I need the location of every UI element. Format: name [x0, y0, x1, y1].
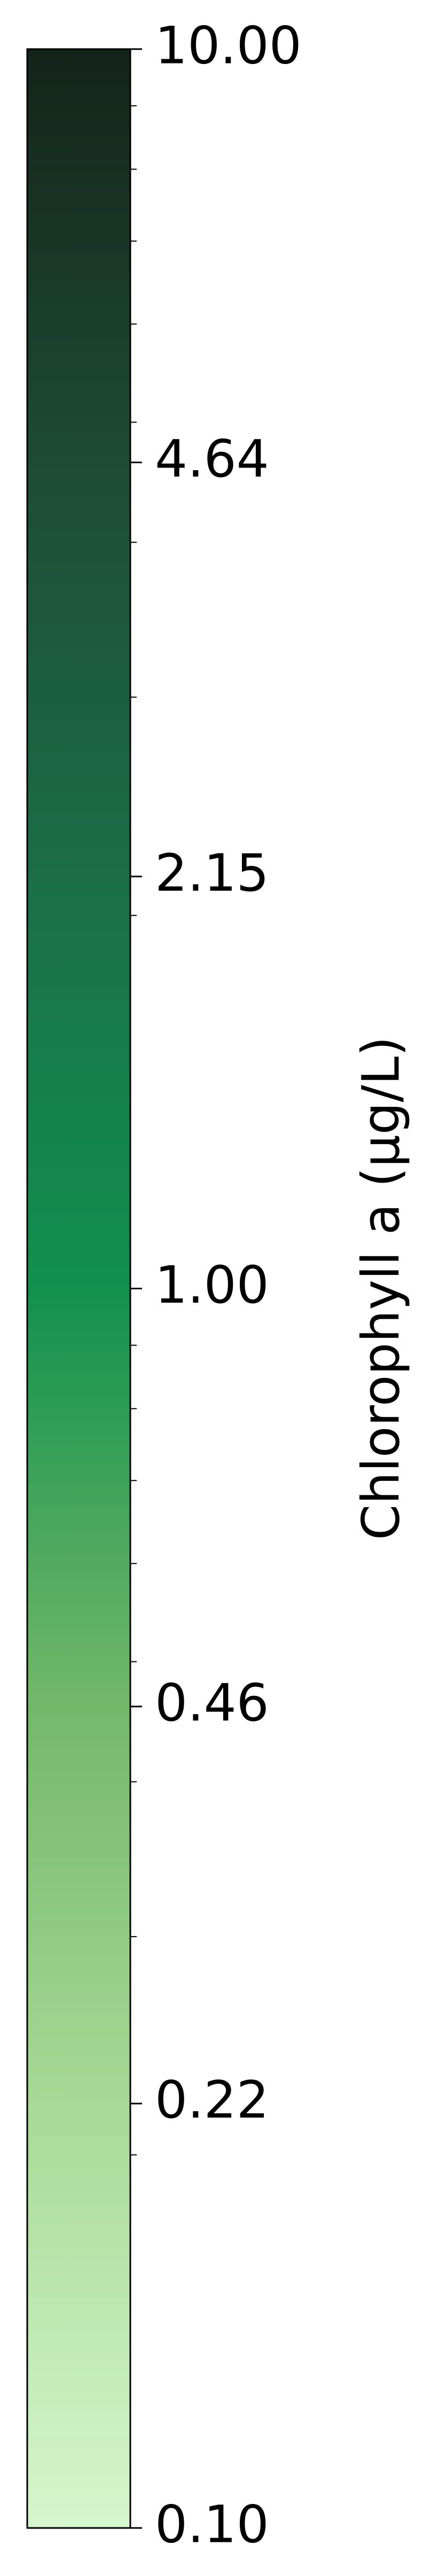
tick-label: 0.22: [155, 2070, 269, 2130]
tick-label: 10.00: [155, 15, 302, 75]
colorbar-ticks: [130, 48, 142, 2529]
tick-label: 4.64: [155, 429, 269, 489]
colorbar-fill: [27, 49, 130, 2528]
colorbar-tick-labels: 10.00 4.64 2.15 1.00 0.46 0.22 0.10: [155, 15, 302, 2554]
tick-label: 0.46: [155, 1673, 269, 1733]
tick-label: 1.00: [155, 1255, 269, 1315]
colorbar-axis-label: Chlorophyll a (µg/L): [351, 1036, 411, 1540]
tick-label: 2.15: [155, 843, 269, 903]
tick-label: 0.10: [155, 2494, 269, 2554]
